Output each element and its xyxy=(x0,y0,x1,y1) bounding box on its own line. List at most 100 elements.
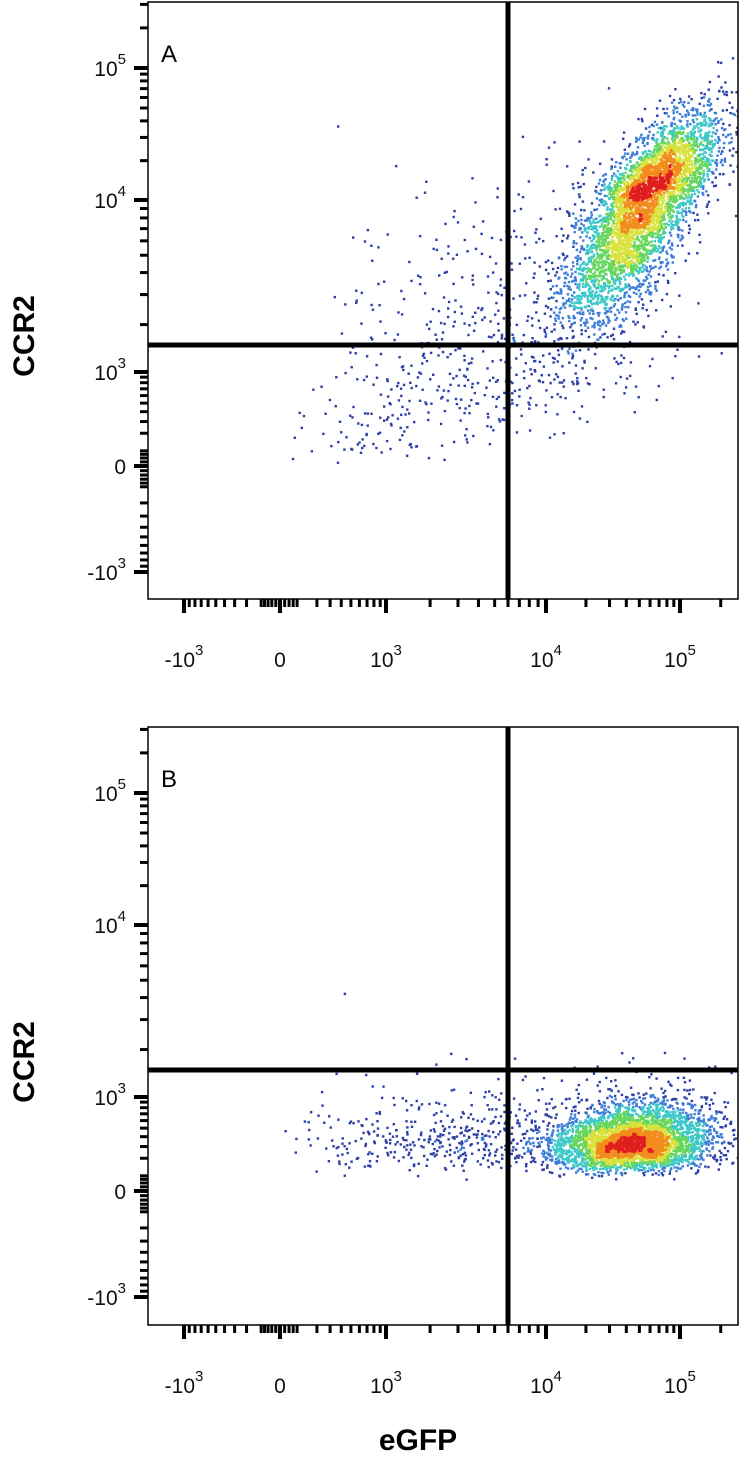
data-point xyxy=(626,262,630,265)
data-point xyxy=(651,190,655,194)
data-point xyxy=(443,322,446,326)
data-point xyxy=(463,354,466,358)
data-point xyxy=(512,336,515,340)
data-point xyxy=(410,386,413,390)
data-point xyxy=(628,211,631,215)
data-point xyxy=(627,226,630,229)
data-point xyxy=(673,190,676,193)
data-point xyxy=(723,93,726,96)
data-point xyxy=(641,213,644,216)
data-point xyxy=(532,356,535,359)
data-point xyxy=(658,214,661,217)
data-point xyxy=(472,225,475,228)
data-point xyxy=(669,148,673,152)
data-point xyxy=(652,200,656,203)
data-point xyxy=(651,203,654,206)
data-point xyxy=(432,247,435,251)
data-point xyxy=(598,199,601,202)
data-point xyxy=(427,411,430,414)
data-point xyxy=(623,178,626,181)
data-point xyxy=(725,93,729,97)
data-point xyxy=(707,88,710,91)
data-point xyxy=(643,264,646,267)
data-point xyxy=(557,257,561,260)
data-point xyxy=(697,355,701,358)
data-point xyxy=(700,162,704,165)
data-point xyxy=(595,301,598,305)
data-point xyxy=(635,312,638,316)
data-point xyxy=(669,164,672,167)
data-point xyxy=(611,253,615,257)
data-point xyxy=(635,168,638,171)
data-point xyxy=(624,152,627,155)
data-point xyxy=(577,297,580,300)
data-point xyxy=(675,206,678,209)
data-point xyxy=(639,204,643,207)
data-point xyxy=(574,277,577,280)
data-point xyxy=(729,164,732,167)
data-point xyxy=(614,269,617,272)
data-point xyxy=(694,173,697,176)
data-point xyxy=(441,331,445,334)
data-point xyxy=(590,296,593,299)
data-point xyxy=(667,224,670,227)
data-point xyxy=(652,245,656,248)
data-point xyxy=(638,195,641,199)
data-point xyxy=(669,305,672,308)
data-point xyxy=(657,248,660,251)
data-point xyxy=(606,206,609,209)
data-point xyxy=(717,137,721,141)
data-point xyxy=(595,191,598,194)
data-point xyxy=(677,226,680,229)
data-point xyxy=(683,101,686,104)
data-point xyxy=(715,140,719,144)
data-point xyxy=(320,385,323,388)
data-point xyxy=(642,238,645,241)
data-point xyxy=(629,212,633,215)
data-point xyxy=(665,222,669,225)
data-point xyxy=(600,254,604,258)
data-point xyxy=(646,212,649,215)
data-point xyxy=(699,124,703,127)
data-point xyxy=(628,295,632,299)
data-point xyxy=(628,176,631,179)
data-point xyxy=(676,106,679,110)
data-point xyxy=(608,307,611,310)
data-point xyxy=(455,374,458,378)
data-point xyxy=(648,270,651,273)
data-point xyxy=(593,263,596,266)
data-point xyxy=(663,154,667,158)
data-point xyxy=(581,291,584,295)
data-point xyxy=(481,318,484,322)
data-point xyxy=(620,354,623,357)
data-point xyxy=(581,262,584,265)
data-point xyxy=(611,333,614,336)
data-point xyxy=(629,259,633,262)
data-point xyxy=(688,179,692,183)
data-point xyxy=(608,242,612,245)
data-point xyxy=(652,138,656,141)
data-point xyxy=(704,145,707,148)
data-point xyxy=(679,97,682,101)
data-point xyxy=(685,195,688,198)
data-point xyxy=(544,410,547,414)
data-point xyxy=(553,141,556,144)
data-point xyxy=(701,177,704,180)
data-point xyxy=(656,150,659,153)
data-point xyxy=(452,440,456,444)
data-point xyxy=(684,115,688,118)
data-point xyxy=(334,405,337,408)
data-point xyxy=(579,256,582,260)
data-point xyxy=(423,191,427,194)
data-point xyxy=(606,249,610,252)
data-point xyxy=(561,296,565,300)
data-point xyxy=(617,230,620,233)
data-point xyxy=(677,162,681,166)
data-point xyxy=(494,313,497,316)
data-point xyxy=(612,337,616,341)
data-point xyxy=(440,444,444,447)
data-point xyxy=(692,189,696,192)
data-point xyxy=(597,323,600,326)
data-point xyxy=(702,136,705,140)
data-point xyxy=(640,198,644,202)
